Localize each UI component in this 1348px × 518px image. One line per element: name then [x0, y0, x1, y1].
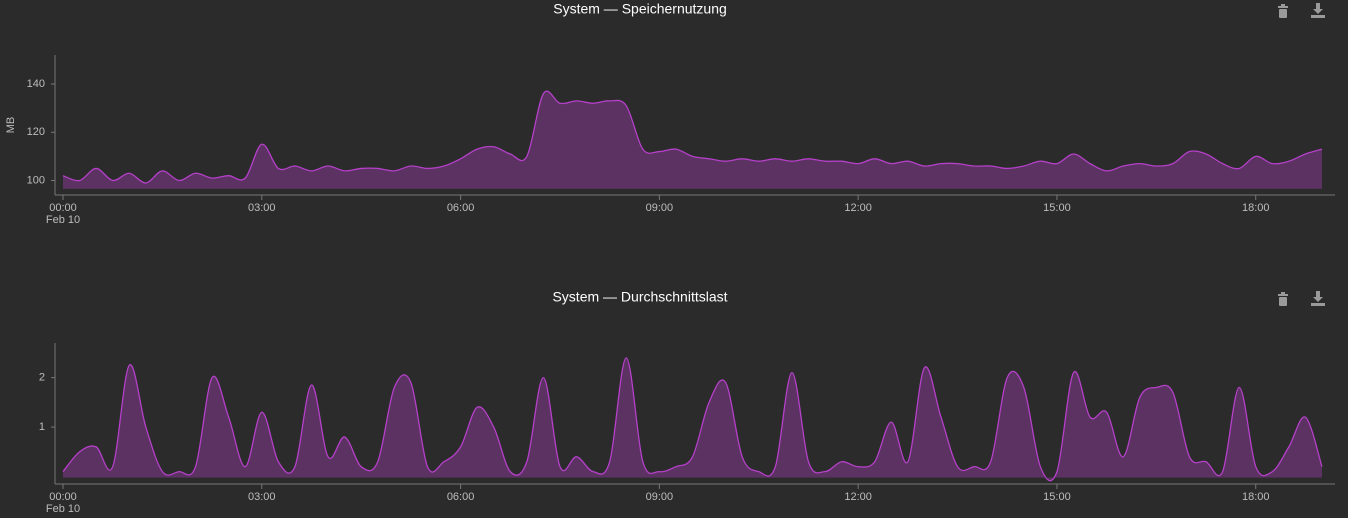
y-tick-label: 2: [39, 372, 45, 384]
x-tick-label: 03:00: [248, 202, 276, 214]
x-tick-label: 00:00: [49, 202, 77, 214]
y-axis-label: MB: [5, 117, 17, 134]
x-tick-label: 06:00: [447, 202, 475, 214]
chart-title: System — Speichernutzung: [553, 1, 727, 17]
x-tick-label: 03:00: [248, 491, 276, 503]
download-icon[interactable]: [1311, 291, 1325, 306]
chart-title: System — Durchschnittslast: [552, 289, 727, 305]
delete-icon[interactable]: [1278, 4, 1288, 18]
x-tick-label: 09:00: [646, 491, 674, 503]
y-tick-label: 140: [27, 78, 45, 90]
download-icon[interactable]: [1311, 3, 1325, 18]
area-fill: [63, 357, 1322, 481]
x-date-label: Feb 10: [46, 503, 80, 515]
y-tick-label: 1: [39, 421, 45, 433]
y-tick-label: 120: [27, 126, 45, 138]
area-line: [62, 357, 1323, 482]
x-tick-label: 12:00: [844, 202, 872, 214]
x-tick-label: 15:00: [1043, 491, 1071, 503]
x-tick-label: 06:00: [447, 491, 475, 503]
x-tick-label: 18:00: [1242, 491, 1270, 503]
delete-icon[interactable]: [1278, 292, 1288, 306]
x-tick-label: 00:00: [49, 491, 77, 503]
x-tick-label: 09:00: [646, 202, 674, 214]
x-tick-label: 18:00: [1242, 202, 1270, 214]
x-tick-label: 12:00: [844, 491, 872, 503]
x-tick-label: 15:00: [1043, 202, 1071, 214]
y-tick-label: 100: [27, 174, 45, 186]
area-fill: [63, 91, 1322, 189]
area-line: [62, 90, 1323, 184]
x-date-label: Feb 10: [46, 214, 80, 226]
